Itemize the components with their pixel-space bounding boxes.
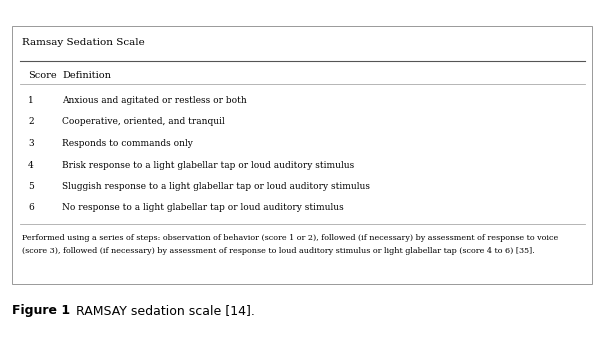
Text: Cooperative, oriented, and tranquil: Cooperative, oriented, and tranquil [62, 117, 225, 126]
Text: No response to a light glabellar tap or loud auditory stimulus: No response to a light glabellar tap or … [62, 204, 344, 213]
Text: 2: 2 [28, 117, 34, 126]
Text: Responds to commands only: Responds to commands only [62, 139, 193, 148]
Text: Ramsay Sedation Scale: Ramsay Sedation Scale [22, 38, 145, 47]
Text: 5: 5 [28, 182, 34, 191]
Text: Brisk response to a light glabellar tap or loud auditory stimulus: Brisk response to a light glabellar tap … [62, 161, 355, 169]
Text: Sluggish response to a light glabellar tap or loud auditory stimulus: Sluggish response to a light glabellar t… [62, 182, 370, 191]
Text: 4: 4 [28, 161, 34, 169]
Text: (score 3), followed (if necessary) by assessment of response to loud auditory st: (score 3), followed (if necessary) by as… [22, 247, 535, 255]
Text: 6: 6 [28, 204, 34, 213]
Text: Score: Score [28, 71, 57, 80]
Text: Performed using a series of steps: observation of behavior (score 1 or 2), follo: Performed using a series of steps: obser… [22, 234, 558, 242]
Text: Figure 1: Figure 1 [12, 304, 70, 317]
Text: RAMSAY sedation scale [14].: RAMSAY sedation scale [14]. [72, 304, 255, 317]
Text: 1: 1 [28, 96, 34, 105]
Text: Anxious and agitated or restless or both: Anxious and agitated or restless or both [62, 96, 247, 105]
Text: 3: 3 [28, 139, 34, 148]
Text: Definition: Definition [62, 71, 111, 80]
Bar [12, 26, 592, 284]
